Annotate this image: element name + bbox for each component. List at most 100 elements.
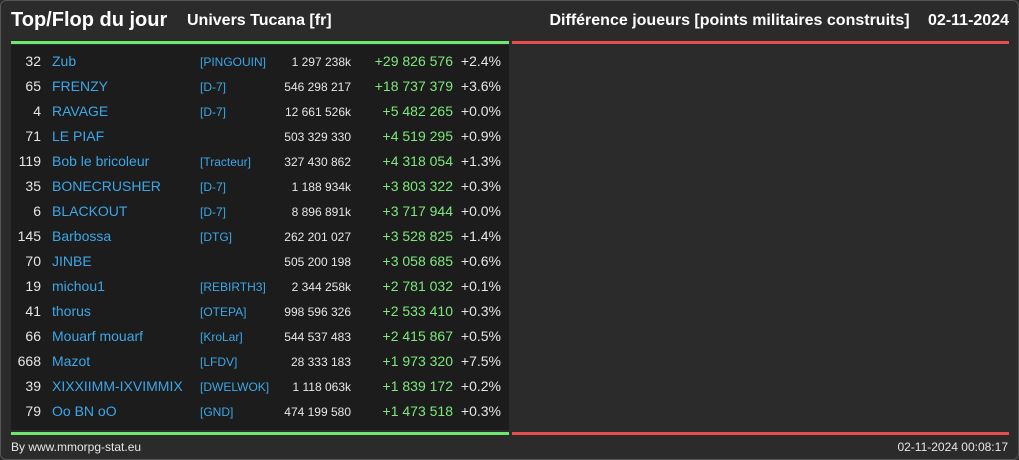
points-difference: +2 415 867 [382, 328, 453, 344]
metric-label: Différence joueurs [points militaires co… [549, 12, 910, 29]
points-difference: +1 839 172 [382, 378, 453, 394]
percent-change: +0.3% [460, 178, 501, 194]
player-points: 546 298 217 [284, 80, 351, 94]
player-points: 544 537 483 [284, 330, 351, 344]
player-alliance-link[interactable]: [GND] [200, 405, 234, 419]
player-row: 4 RAVAGE [D-7] 12 661 526k +5 482 265 +0.0% [11, 99, 509, 124]
player-rank: 32 [25, 53, 41, 69]
player-rank: 66 [25, 328, 41, 344]
player-row: 39 XIXXIIMM-IXVIMMIX [DWELWOK] 1 118 063k +1… [11, 374, 509, 399]
player-name-link[interactable]: Oo BN oO [52, 403, 117, 419]
player-alliance-link[interactable]: [KroLar] [200, 330, 243, 344]
percent-change: +1.3% [460, 153, 501, 169]
player-points: 1 297 238k [291, 55, 351, 69]
points-difference: +4 519 295 [382, 128, 453, 144]
player-row: 70 JINBE 505 200 198 +3 058 685 +0.6% [11, 249, 509, 274]
top-list: 32 Zub [PINGOUIN] 1 297 238k +29 826 576 +2.4… [11, 45, 509, 430]
player-row: 668 Mazot [LFDV] 28 333 183 +1 973 320 +7.5% [11, 349, 509, 374]
player-name-link[interactable]: thorus [52, 303, 91, 319]
player-rank: 35 [25, 178, 41, 194]
universe-label: Univers Tucana [fr] [187, 12, 332, 29]
player-points: 327 430 862 [284, 155, 351, 169]
player-alliance-link[interactable]: [D-7] [200, 80, 227, 94]
percent-change: +2.4% [460, 53, 501, 69]
player-name-link[interactable]: JINBE [52, 253, 92, 269]
points-difference: +3 717 944 [382, 203, 453, 219]
player-rank: 41 [25, 303, 41, 319]
header: Top/Flop du jour Univers Tucana [fr] Dif… [11, 9, 1009, 35]
player-row: 71 LE PIAF 503 329 330 +4 519 295 +0.9% [11, 124, 509, 149]
percent-change: +1.4% [460, 228, 501, 244]
player-name-link[interactable]: Bob le bricoleur [52, 153, 150, 169]
player-row: 35 BONECRUSHER [D-7] 1 188 934k +3 803 322 +0… [11, 174, 509, 199]
percent-change: +0.9% [460, 128, 501, 144]
player-points: 474 199 580 [284, 405, 351, 419]
date-label: 02-11-2024 [928, 12, 1009, 29]
player-alliance-link[interactable]: [OTEPA] [200, 305, 247, 319]
percent-change: +0.3% [460, 303, 501, 319]
player-rank: 70 [25, 253, 41, 269]
player-points: 8 896 891k [291, 205, 351, 219]
player-rank: 119 [18, 153, 41, 169]
player-name-link[interactable]: Mouarf mouarf [52, 328, 144, 344]
player-points: 1 118 063k [292, 380, 352, 394]
points-difference: +4 318 054 [382, 153, 453, 169]
player-row: 119 Bob le bricoleur [Tracteur] 327 430 862… [11, 149, 509, 174]
player-row: 65 FRENZY [D-7] 546 298 217 +18 737 379 +3.6% [11, 74, 509, 99]
player-points: 28 333 183 [290, 355, 351, 369]
player-alliance-link[interactable]: [D-7] [200, 180, 227, 194]
player-alliance-link[interactable]: [PINGOUIN] [200, 55, 267, 69]
player-alliance-link[interactable]: [DTG] [200, 230, 232, 244]
player-row: 32 Zub [PINGOUIN] 1 297 238k +29 826 576 +2.4… [11, 49, 509, 74]
player-row: 41 thorus [OTEPA] 998 596 326 +2 533 410 +0.3… [11, 299, 509, 324]
player-name-link[interactable]: XIXXIIMM-IXVIMMIX [52, 378, 183, 394]
player-name-link[interactable]: Mazot [52, 353, 91, 369]
percent-change: +7.5% [460, 353, 501, 369]
player-alliance-link[interactable]: [LFDV] [200, 355, 238, 369]
points-difference: +5 482 265 [382, 103, 453, 119]
player-points: 262 201 027 [284, 230, 351, 244]
player-alliance-link[interactable]: [D-7] [200, 105, 227, 119]
player-name-link[interactable]: BLACKOUT [52, 203, 128, 219]
player-name-link[interactable]: FRENZY [52, 78, 108, 94]
player-rank: 39 [25, 378, 41, 394]
bottom-divider-green [11, 432, 509, 435]
top-divider-green [11, 41, 509, 44]
points-difference: +2 533 410 [382, 303, 453, 319]
player-name-link[interactable]: Zub [52, 53, 77, 69]
bottom-divider-red [512, 432, 1009, 435]
player-name-link[interactable]: BONECRUSHER [52, 178, 161, 194]
player-row: 66 Mouarf mouarf [KroLar] 544 537 483 +2 415… [11, 324, 509, 349]
player-rank: 71 [25, 128, 41, 144]
player-name-link[interactable]: RAVAGE [52, 103, 109, 119]
player-alliance-link[interactable]: [REBIRTH3] [200, 280, 266, 294]
percent-change: +0.2% [460, 378, 501, 394]
player-name-link[interactable]: Barbossa [52, 228, 112, 244]
player-row: 6 BLACKOUT [D-7] 8 896 891k +3 717 944 +0.0% [11, 199, 509, 224]
player-points: 1 188 934k [291, 180, 351, 194]
player-name-link[interactable]: michou1 [52, 278, 105, 294]
player-alliance-link[interactable]: [DWELWOK] [200, 380, 270, 394]
percent-change: +0.0% [460, 103, 501, 119]
player-rank: 65 [25, 78, 41, 94]
points-difference: +3 803 322 [382, 178, 453, 194]
player-points: 503 329 330 [284, 130, 351, 144]
footer-timestamp: 02-11-2024 00:08:17 [897, 440, 1008, 454]
points-difference: +1 473 518 [382, 403, 453, 419]
player-alliance-link[interactable]: [Tracteur] [200, 155, 251, 169]
player-rank: 668 [17, 353, 41, 369]
percent-change: +0.6% [460, 253, 501, 269]
player-points: 12 661 526k [284, 105, 351, 119]
player-rank: 6 [33, 203, 41, 219]
player-points: 505 200 198 [284, 255, 351, 269]
points-difference: +2 781 032 [382, 278, 453, 294]
player-rank: 145 [17, 228, 41, 244]
points-difference: +1 973 320 [382, 353, 453, 369]
page-title: Top/Flop du jour [11, 9, 168, 31]
player-rank: 79 [25, 403, 41, 419]
player-rank: 4 [33, 103, 41, 119]
player-alliance-link[interactable]: [D-7] [200, 205, 227, 219]
player-name-link[interactable]: LE PIAF [52, 128, 105, 144]
footer-credit: By www.mmorpg-stat.eu [11, 440, 142, 454]
